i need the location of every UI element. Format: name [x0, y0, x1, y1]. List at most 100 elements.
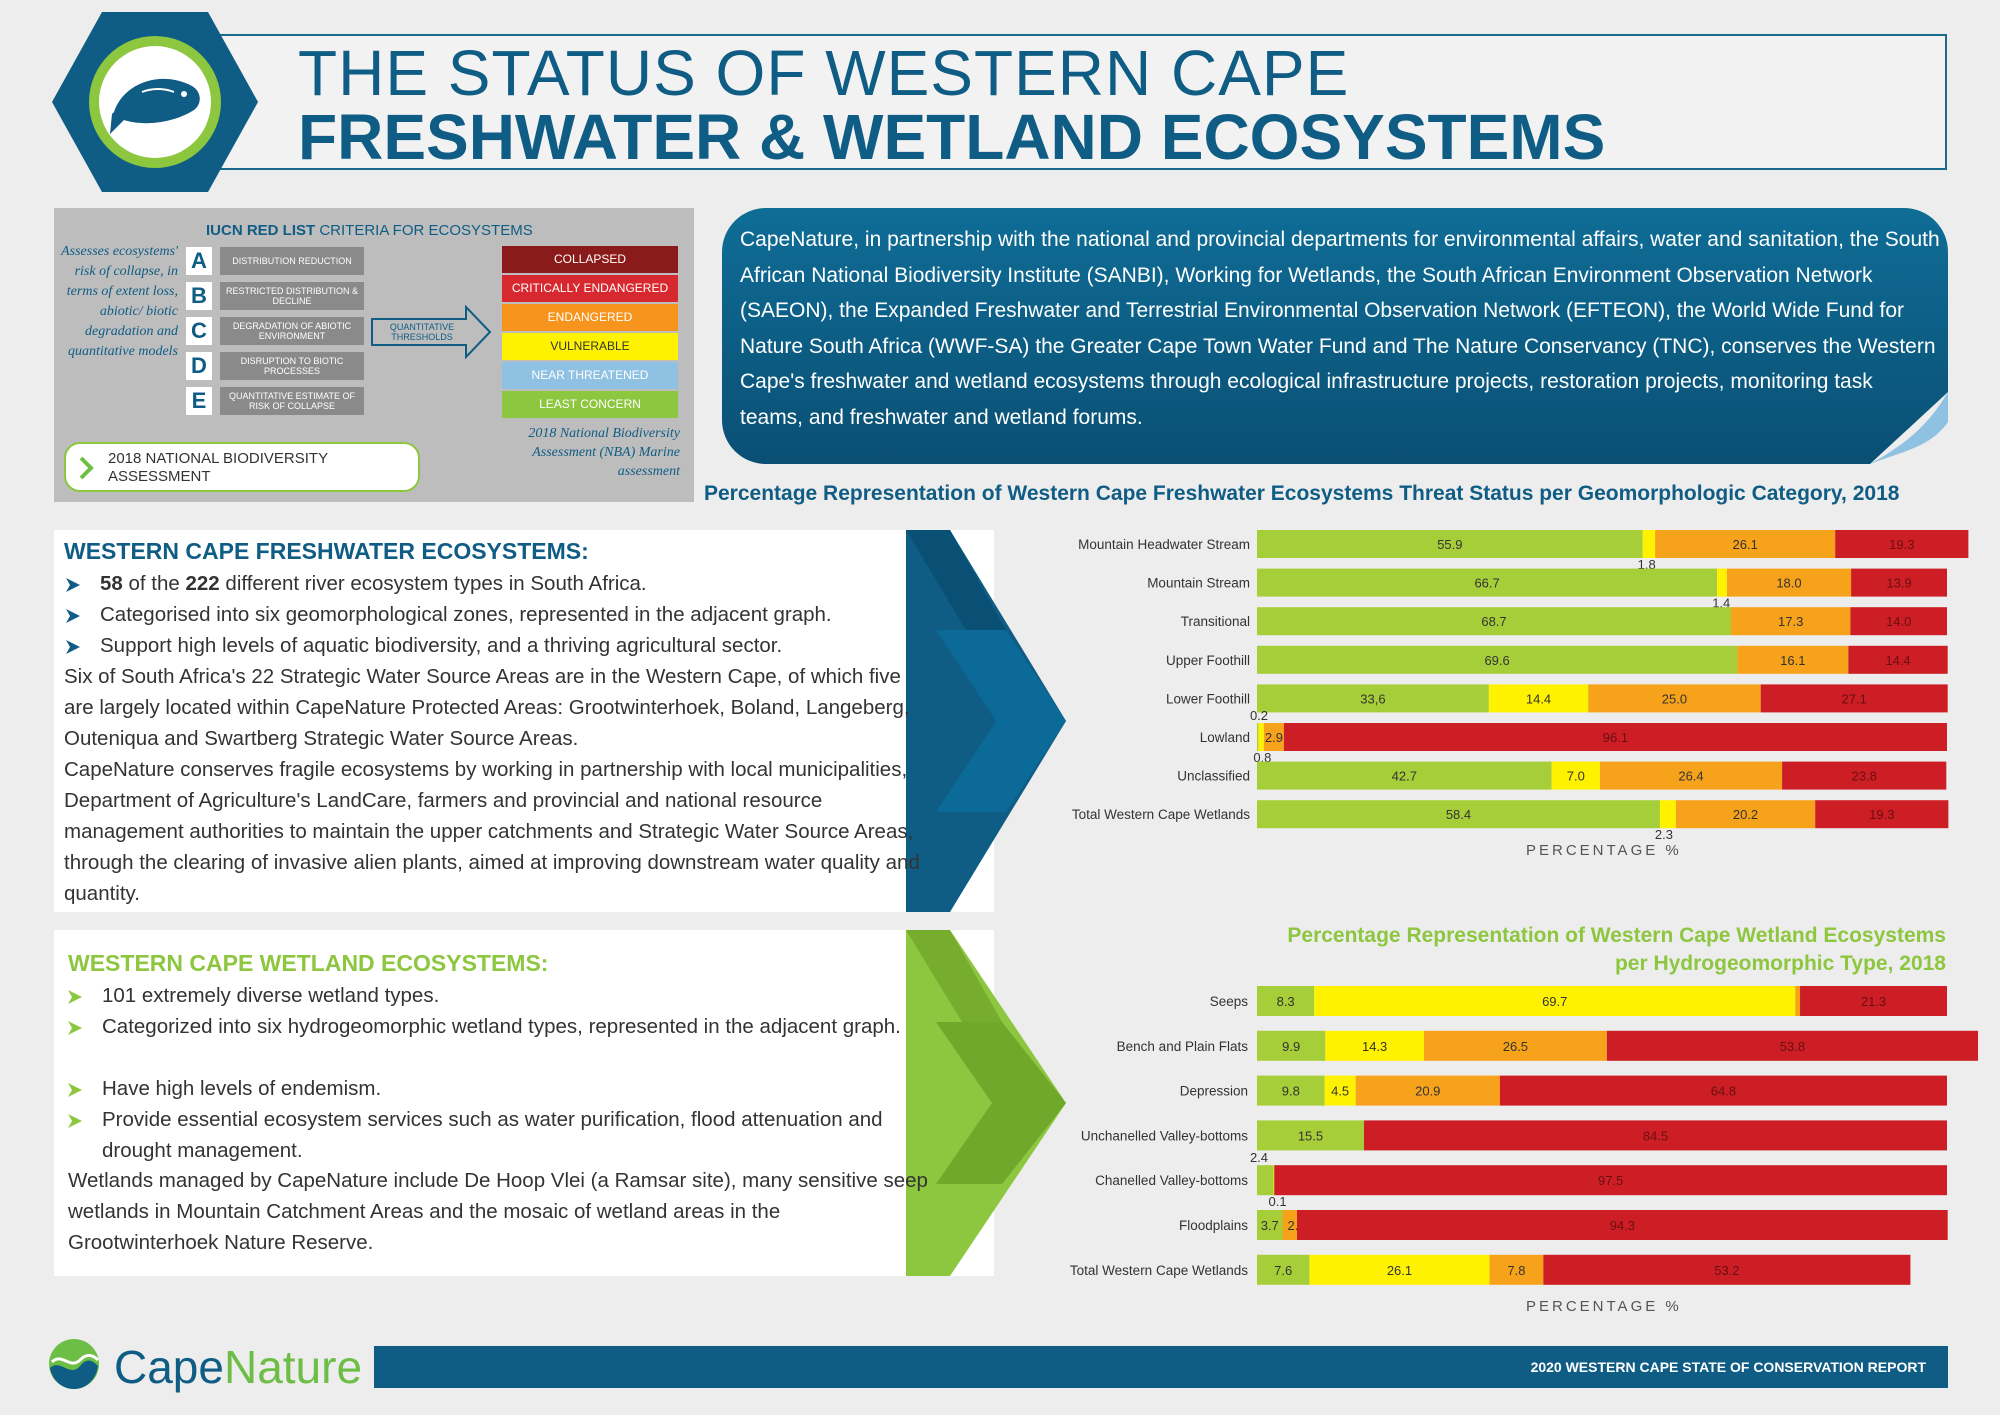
data-label: 64.8	[1711, 1084, 1736, 1099]
bar-segment	[1835, 530, 1969, 558]
criterion-label: DISTRIBUTION REDUCTION	[220, 247, 364, 275]
partner-panel	[722, 208, 1948, 464]
category-label: Mountain Stream	[1147, 576, 1250, 591]
bar-segment	[1815, 800, 1949, 829]
data-label: 68.7	[1481, 614, 1506, 629]
data-label: 7.0	[1567, 769, 1585, 784]
bar-segment	[1257, 645, 1738, 674]
bar-segment	[1282, 1210, 1298, 1240]
data-label: 26.1	[1387, 1263, 1412, 1278]
wetland-section-title: WESTERN CAPE WETLAND ECOSYSTEMS:	[68, 950, 549, 976]
page-title-line1: THE STATUS OF WESTERN CAPE	[298, 37, 1350, 109]
data-label: 23.8	[1852, 769, 1877, 784]
data-label: 53.8	[1780, 1039, 1805, 1054]
freshwater-panel	[54, 530, 994, 912]
data-label: 8.3	[1277, 994, 1295, 1009]
bar-segment	[1257, 1030, 1326, 1061]
data-label: 15.5	[1298, 1128, 1323, 1143]
criterion-letter: A	[186, 247, 212, 275]
threat-category: ENDANGERED	[502, 304, 678, 331]
data-label: 26.5	[1503, 1039, 1528, 1054]
arrow-bullet-icon	[68, 1021, 82, 1035]
bar-segment	[1737, 645, 1849, 674]
bar-segment	[1499, 1075, 1947, 1106]
partner-text: CapeNature, in partnership with the nati…	[740, 228, 1940, 429]
threat-category: VULNERABLE	[502, 333, 678, 360]
criterion-label: DEGRADATION OF ABIOTIC ENVIRONMENT	[220, 317, 364, 345]
data-label: 53.2	[1714, 1263, 1739, 1278]
wetland-paragraph: Wetlands managed by CapeNature include D…	[68, 1169, 928, 1254]
freshwater-paragraph: CapeNature conserves fragile ecosystems …	[64, 758, 920, 905]
bar-segment	[1324, 1075, 1356, 1106]
threat-category: CRITICALLY ENDANGERED	[502, 275, 678, 302]
wetland-bullet: 101 extremely diverse wetland types.	[68, 980, 908, 1011]
data-label: 58.4	[1446, 807, 1471, 822]
bar-segment	[1782, 761, 1947, 790]
wetland-chart-title: Percentage Representation of Western Cap…	[1287, 924, 1946, 947]
bar-segment	[1257, 1210, 1283, 1240]
data-label: 2.9	[1265, 730, 1283, 745]
data-label: 66.7	[1474, 576, 1499, 591]
data-label: 14.3	[1362, 1039, 1387, 1054]
bar-segment	[1257, 530, 1643, 558]
bar-segment	[1851, 568, 1947, 597]
criterion-label: DISRUPTION TO BIOTIC PROCESSES	[220, 352, 364, 380]
data-label: 16.1	[1780, 653, 1805, 668]
data-label: 7.6	[1274, 1263, 1292, 1278]
bar-segment	[1731, 607, 1851, 636]
iucn-description: Assesses ecosystems' risk of collapse, i…	[61, 244, 178, 359]
bar-segment	[1297, 1210, 1948, 1240]
bar-segment	[1642, 530, 1656, 558]
data-label: 14.4	[1885, 653, 1910, 668]
bar-segment	[1257, 986, 1315, 1016]
criterion-label: RESTRICTED DISTRIBUTION & DECLINE	[220, 282, 364, 310]
category-label: Upper Foothill	[1166, 653, 1250, 668]
freshwater-bullet: Categorised into six geomorphological zo…	[66, 599, 926, 630]
data-label: 0.2	[1250, 708, 1268, 723]
data-label: 14.4	[1526, 691, 1551, 706]
bar-segment	[1717, 568, 1727, 597]
bar-segment	[1355, 1075, 1500, 1106]
fish-logo-icon	[52, 12, 258, 192]
data-label: 1.4	[1712, 596, 1730, 611]
data-label: 69.7	[1542, 994, 1567, 1009]
category-label: Chanelled Valley-bottoms	[1095, 1173, 1248, 1188]
quantitative-thresholds-label: QUANTITATIVE THRESHOLDS	[389, 322, 455, 342]
freshwater-section-title: WESTERN CAPE FRESHWATER ECOSYSTEMS:	[64, 538, 589, 564]
data-label: 55.9	[1437, 537, 1462, 552]
bar-segment	[1551, 761, 1600, 790]
nba-caption: 2018 National Biodiversity Assessment (N…	[528, 426, 680, 479]
data-label: 84.5	[1643, 1128, 1668, 1143]
category-label: Mountain Headwater Stream	[1078, 537, 1250, 552]
capenature-logo-icon	[49, 1339, 100, 1389]
data-label: 2.4	[1250, 1150, 1268, 1165]
bar-segment	[1543, 1254, 1911, 1285]
nba-link-button[interactable]: 2018 NATIONAL BIODIVERSITY ASSESSMENT	[64, 442, 420, 492]
bar-segment	[1363, 1120, 1947, 1151]
bar-segment	[1606, 1030, 1979, 1061]
bar-segment	[1325, 1030, 1424, 1061]
freshwater-bullet: Support high levels of aquatic biodivers…	[66, 630, 926, 661]
category-label: Transitional	[1181, 614, 1250, 629]
data-label: 0.1	[1269, 1194, 1287, 1209]
bar-segment	[1309, 1254, 1490, 1285]
category-label: Unclassified	[1177, 769, 1250, 784]
freshwater-chart-x-label: PERCENTAGE %	[1526, 842, 1682, 859]
data-label: 19.3	[1869, 807, 1894, 822]
threat-category: NEAR THREATENED	[502, 362, 678, 389]
bar-segment	[1848, 645, 1948, 674]
bar-segment	[1257, 1254, 1310, 1285]
data-label: 19.3	[1889, 537, 1914, 552]
page-curl-icon	[1870, 392, 1948, 464]
data-label: 17.3	[1778, 614, 1803, 629]
header-frame	[205, 34, 1947, 170]
data-label: 96.1	[1603, 730, 1628, 745]
category-label: Depression	[1180, 1084, 1248, 1099]
bar-segment	[1257, 684, 1489, 713]
footer-bar: 2020 WESTERN CAPE STATE OF CONSERVATION …	[374, 1346, 1948, 1388]
bar-segment	[1283, 723, 1947, 751]
category-label: Unchanelled Valley-bottoms	[1081, 1128, 1248, 1143]
data-label: 26.1	[1733, 537, 1758, 552]
data-label: 21.3	[1861, 994, 1886, 1009]
